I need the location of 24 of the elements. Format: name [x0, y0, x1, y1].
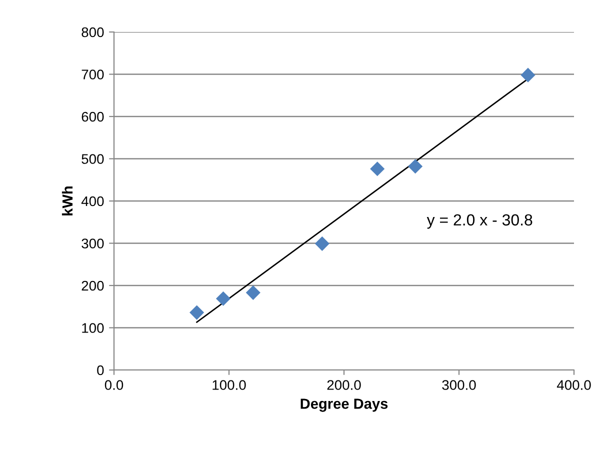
- y-tick-label: 0: [97, 365, 104, 376]
- point: [408, 159, 423, 174]
- point: [520, 68, 536, 82]
- point: [190, 305, 204, 320]
- y-tick-label: 200: [82, 280, 104, 291]
- y-tick-label: 500: [82, 154, 104, 164]
- point: [370, 162, 385, 176]
- x-tick-label: 200.0: [327, 380, 361, 390]
- point: [314, 236, 330, 251]
- x-axis-title: Degree Days: [300, 398, 388, 412]
- y-tick-label: 300: [82, 238, 104, 248]
- x-tick-label: 300.0: [442, 380, 476, 390]
- point: [216, 291, 231, 306]
- point: [246, 285, 260, 300]
- annotation: y = 2.0 x - 30.8: [426, 214, 532, 229]
- x-tick-label: 400.0: [556, 380, 591, 390]
- x-tick-label: 0.0: [104, 380, 124, 390]
- y-tick-label: 100: [82, 323, 104, 333]
- y-tick-label: 400: [81, 196, 104, 206]
- x-tick-label: 100.0: [212, 380, 246, 390]
- y-axis-title: kWh: [62, 186, 73, 216]
- y-tick-label: 700: [82, 70, 104, 80]
- y-tick-label: 600: [82, 112, 104, 122]
- y-tick-label: 800: [82, 27, 104, 38]
